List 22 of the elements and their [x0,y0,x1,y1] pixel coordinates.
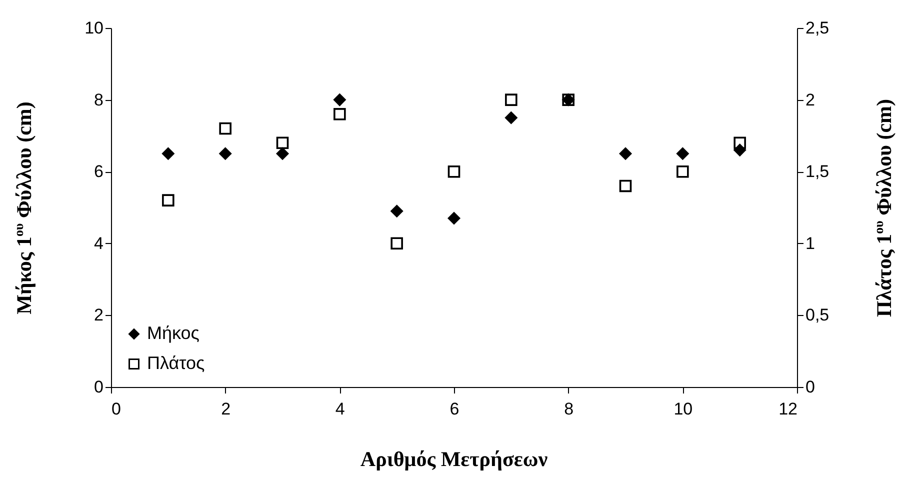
y-tick-label: 2 [94,306,104,325]
y-tick-label: 0 [94,378,104,396]
y2-tick-label: 1,5 [806,162,830,182]
x-tick-label: 12 [778,400,798,418]
y-tick-label: 8 [94,90,104,110]
y-tick-label: 6 [94,162,104,182]
y2-tick-label: 2,5 [806,18,830,38]
x-axis-title: Αριθμός Μετρήσεων [360,447,548,472]
x-tick-label: 4 [335,400,345,418]
x-tick-label: 6 [450,400,460,418]
legend-label: Μήκος [147,323,200,343]
x-tick-label: 2 [221,400,231,418]
y-tick-label: 4 [94,234,104,253]
legend-label: Πλάτος [147,353,205,373]
y2-tick-label: 0,5 [806,306,830,325]
x-tick-label: 8 [564,400,574,418]
y2-tick-label: 1 [806,234,815,253]
x-tick-label: 10 [674,400,693,418]
y2-tick-label: 2 [806,90,815,110]
x-tick-label: 0 [112,400,121,418]
y-tick-label: 10 [84,18,104,38]
y2-tick-label: 0 [806,378,815,396]
